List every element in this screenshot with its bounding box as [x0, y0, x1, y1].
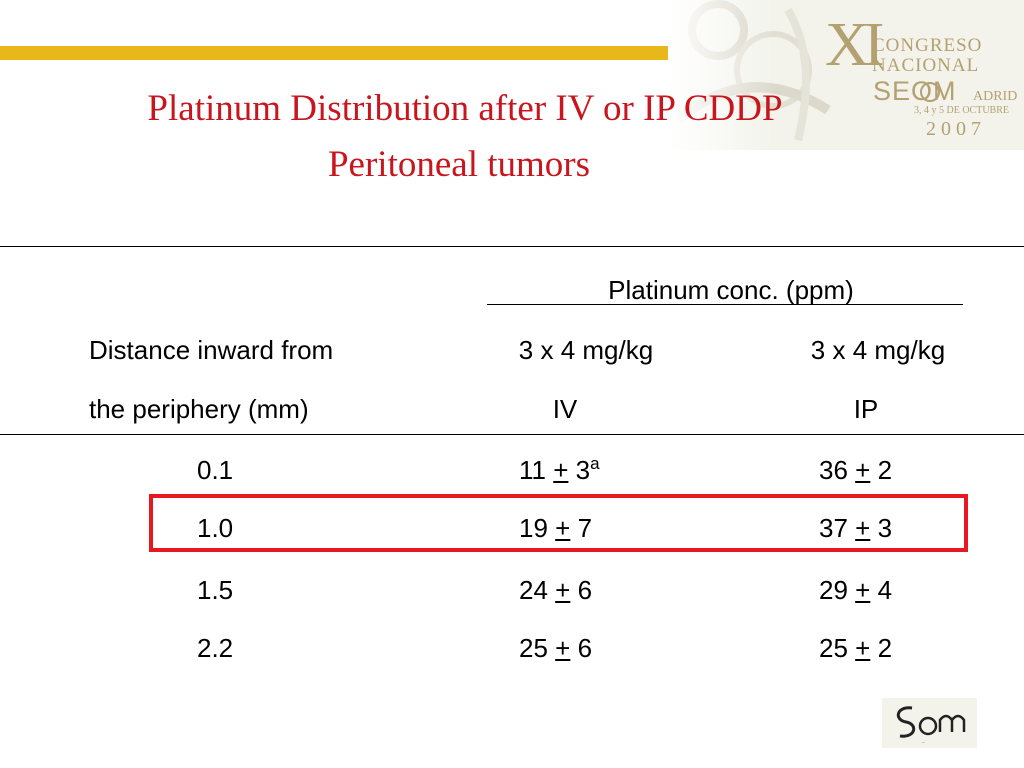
seom-logo-graphic: SEOM	[896, 706, 966, 744]
logo-nacional-text: NACIONAL	[872, 55, 980, 76]
plus-minus-sign: +	[553, 455, 569, 485]
plus-minus-sign: +	[555, 633, 571, 663]
ip-value-cell: 29 + 4	[819, 577, 892, 603]
logo-madrid-text: ADRID	[973, 89, 1018, 104]
logo-congreso-text: CONGRESO	[872, 35, 983, 56]
iv-value-cell: 19 + 7	[519, 515, 592, 541]
congress-logo: XI CONGRESO NACIONAL SEOM ADRID 3, 4 y 5…	[668, 0, 1024, 150]
ip-value-cell: 36 + 2	[819, 457, 892, 483]
plus-minus-sign: +	[855, 633, 871, 663]
row-header-line2: the periphery (mm)	[89, 394, 309, 424]
group-header: Platinum conc. (ppm)	[608, 275, 854, 305]
seom-footer-logo: SEOM	[882, 698, 977, 748]
plus-minus-sign: +	[555, 575, 571, 605]
ip-mean: 36	[819, 455, 848, 485]
row-header-line1: Distance inward from	[89, 335, 334, 365]
slide-subtitle: Peritoneal tumors	[327, 144, 591, 185]
footnote-marker: a	[590, 454, 600, 473]
iv-value-cell: 24 + 6	[519, 577, 592, 603]
col-iv-label: IV	[552, 394, 578, 424]
ip-sd: 2	[877, 455, 893, 485]
slide-title: Platinum Distribution after IV or IP CDD…	[147, 88, 783, 129]
ip-mean: 37	[819, 513, 848, 543]
logo-fade	[668, 0, 1024, 150]
iv-mean: 19	[519, 513, 548, 543]
logo-roman-numeral: XI	[825, 11, 884, 79]
distance-cell: 1.0	[197, 513, 234, 543]
logo-seom-text: SEOM	[873, 76, 957, 106]
iv-sd: 6	[577, 575, 593, 605]
iv-mean: 11	[519, 455, 546, 485]
ip-sd: 3	[877, 513, 893, 543]
distance-cell: 1.5	[197, 575, 234, 605]
iv-mean: 25	[519, 633, 548, 663]
distance-cell: 2.2	[197, 633, 234, 663]
distance-cell: 0.1	[197, 455, 234, 485]
ip-mean: 25	[819, 633, 848, 663]
top-accent-bar	[0, 46, 818, 60]
plus-minus-sign: +	[555, 513, 571, 543]
ip-value-cell: 25 + 2	[819, 635, 892, 661]
iv-sd: 6	[577, 633, 593, 663]
group-header-rule	[487, 304, 963, 305]
plus-minus-sign: +	[855, 513, 871, 543]
iv-sd: 3	[575, 455, 591, 485]
ip-value-cell: 37 + 3	[819, 515, 892, 541]
iv-mean: 24	[519, 575, 548, 605]
footer-logo-text: SEOM	[922, 742, 925, 744]
table-header-rule	[0, 434, 1024, 435]
table-top-rule	[0, 246, 1024, 247]
col-ip-dose: 3 x 4 mg/kg	[810, 335, 946, 365]
col-ip-label: IP	[853, 394, 879, 424]
plus-minus-sign: +	[855, 455, 871, 485]
iv-value-cell: 11 + 3a	[519, 454, 600, 485]
ip-mean: 29	[819, 575, 848, 605]
ip-sd: 4	[877, 575, 893, 605]
plus-minus-sign: +	[855, 575, 871, 605]
logo-dates-text: 3, 4 y 5 DE OCTUBRE	[914, 105, 1009, 116]
highlight-box	[149, 494, 968, 552]
col-iv-dose: 3 x 4 mg/kg	[518, 335, 654, 365]
ip-sd: 2	[877, 633, 893, 663]
iv-sd: 7	[577, 513, 593, 543]
logo-year-text: 2007	[926, 118, 986, 140]
iv-value-cell: 25 + 6	[519, 635, 592, 661]
